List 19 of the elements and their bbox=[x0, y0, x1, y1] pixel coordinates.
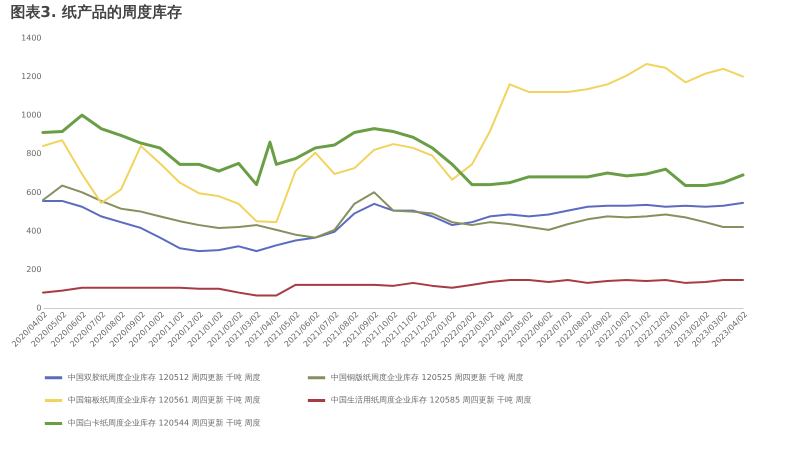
line-series bbox=[42, 200, 744, 252]
y-tick-label: 1200 bbox=[21, 72, 42, 82]
y-tick-label: 400 bbox=[26, 226, 42, 236]
y-tick-label: 600 bbox=[26, 188, 42, 197]
line-series bbox=[42, 114, 744, 188]
line-series bbox=[42, 279, 744, 296]
y-tick-label: 0 bbox=[36, 304, 42, 312]
line-series bbox=[42, 184, 744, 239]
legend-label: 中国生活用纸周度企业库存 120585 周四更新 千吨 周度 bbox=[331, 396, 532, 404]
chart-title: 图表3. 纸产品的周度库存 bbox=[10, 3, 182, 21]
y-tick-label: 1400 bbox=[21, 34, 42, 42]
y-tick-label: 1000 bbox=[21, 110, 42, 120]
legend-label: 中国双胶纸周度企业库存 120512 周四更新 千吨 周度 bbox=[68, 372, 261, 382]
line-series bbox=[42, 63, 744, 224]
legend-label: 中国铜版纸周度企业库存 120525 周四更新 千吨 周度 bbox=[331, 372, 524, 382]
legend-label: 中国箱板纸周度企业库存 120561 周四更新 千吨 周度 bbox=[68, 396, 261, 404]
y-tick-label: 200 bbox=[26, 264, 42, 274]
y-tick-label: 800 bbox=[26, 149, 42, 158]
legend-label: 中国白卡纸周度企业库存 120544 周四更新 千吨 周度 bbox=[68, 418, 261, 428]
